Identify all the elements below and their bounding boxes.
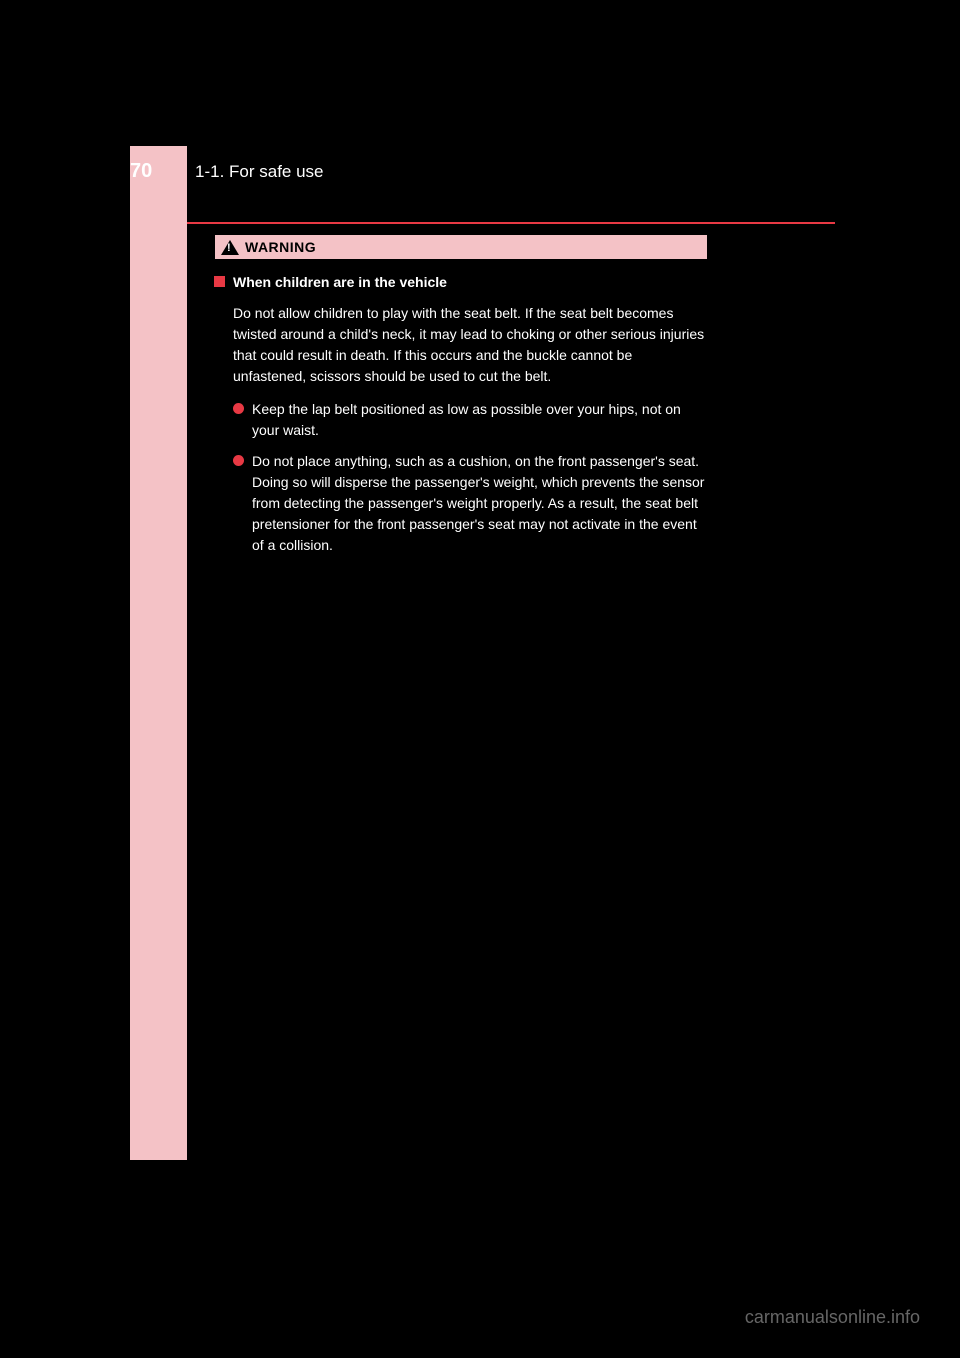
bullet-text: Do not place anything, such as a cushion…	[252, 451, 708, 556]
bullet-item: Keep the lap belt positioned as low as p…	[233, 399, 708, 441]
circle-bullet-icon	[233, 403, 244, 414]
content-area: When children are in the vehicle Do not …	[214, 272, 708, 566]
bullet-item: Do not place anything, such as a cushion…	[233, 451, 708, 556]
intro-paragraph: Do not allow children to play with the s…	[233, 303, 708, 387]
page-number: 70	[130, 160, 152, 183]
circle-bullet-icon	[233, 455, 244, 466]
warning-triangle-icon	[221, 240, 239, 255]
warning-label: WARNING	[245, 239, 316, 255]
section-title-text: When children are in the vehicle	[233, 272, 447, 293]
bullet-text: Keep the lap belt positioned as low as p…	[252, 399, 708, 441]
warning-banner: WARNING	[214, 234, 708, 260]
sidebar-tab	[130, 146, 187, 1160]
section-header: 1-1. For safe use	[195, 162, 324, 182]
square-bullet-icon	[214, 276, 225, 287]
section-title-row: When children are in the vehicle	[214, 272, 708, 293]
header-divider	[187, 222, 835, 224]
watermark: carmanualsonline.info	[745, 1307, 920, 1328]
